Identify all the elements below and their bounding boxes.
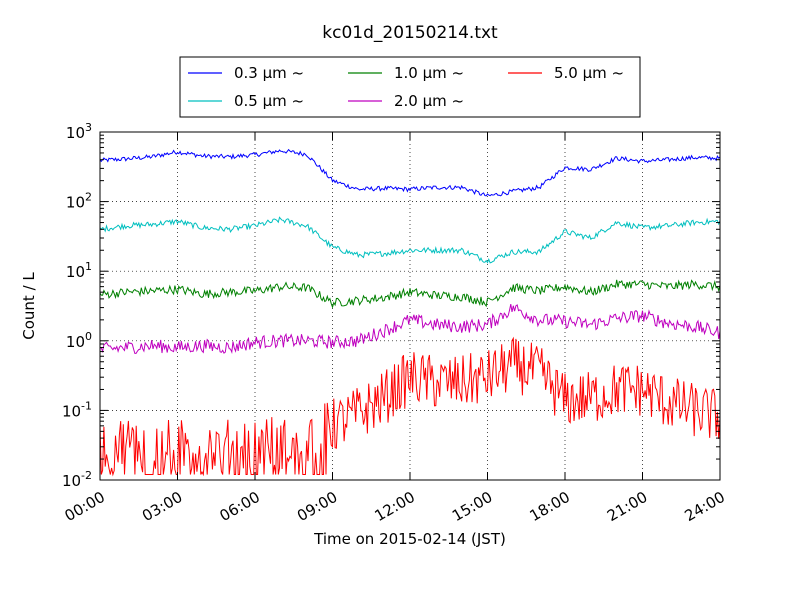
x-tick-label: 15:00 [449, 488, 495, 525]
y-tick-label: 10-2 [62, 469, 92, 490]
y-tick-label: 102 [66, 191, 92, 212]
x-tick-label: 24:00 [682, 488, 728, 525]
y-tick-label: 101 [66, 260, 92, 281]
x-axis-label: Time on 2015-02-14 (JST) [313, 530, 506, 548]
y-tick-label: 100 [66, 330, 92, 351]
legend-label: 0.5 μm ~ [234, 92, 304, 110]
chart-title: kc01d_20150214.txt [322, 23, 498, 43]
legend: 0.3 μm ~ 0.5 μm ~ 1.0 μm ~ 2.0 μm ~ 5.0 μm ~ [179, 56, 641, 118]
series-line [99, 336, 721, 477]
x-tick-label: 06:00 [217, 488, 263, 525]
x-tick-label: 03:00 [139, 488, 185, 525]
series-line [99, 279, 721, 309]
x-tick-label: 18:00 [527, 488, 573, 525]
legend-label: 0.3 μm ~ [234, 64, 304, 82]
y-axis-label: Count / L [20, 272, 38, 340]
series-line [99, 216, 721, 264]
legend-label: 5.0 μm ~ [554, 64, 624, 82]
y-tick-label: 103 [66, 121, 92, 142]
x-tick-label: 09:00 [294, 488, 340, 525]
x-tick-label: 12:00 [372, 488, 418, 525]
series-layer [99, 148, 721, 477]
x-tick-label: 21:00 [604, 488, 650, 525]
series-line [99, 148, 721, 197]
series-line [99, 303, 721, 355]
legend-box [179, 56, 641, 118]
legend-label: 1.0 μm ~ [394, 64, 464, 82]
grid-lines [100, 132, 720, 480]
legend-label: 2.0 μm ~ [394, 92, 464, 110]
x-tick-label: 00:00 [62, 488, 108, 525]
y-tick-label: 10-1 [62, 399, 92, 420]
